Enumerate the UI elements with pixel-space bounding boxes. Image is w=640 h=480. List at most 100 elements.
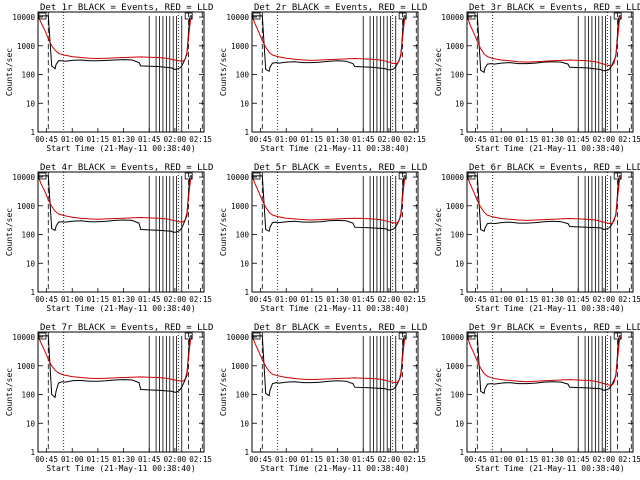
y-tick-label: 100 <box>235 231 249 240</box>
y-tick-label: 10000 <box>441 333 464 342</box>
y-tick-label: 10000 <box>226 13 249 22</box>
y-axis-label: Counts/sec <box>219 208 228 256</box>
panel-det-8: Det 8r BLACK = Events, RED = LLD 1 10 100 10… <box>219 323 427 473</box>
x-tick-label: 00:45 <box>35 135 58 144</box>
x-tick-label: 02:15 <box>189 455 212 464</box>
x-tick-label: 01:15 <box>301 455 324 464</box>
y-tick-label: 1 <box>244 288 249 297</box>
y-tick-label: 1000 <box>17 362 36 371</box>
x-axis-label: Start Time (21-May-11 00:38:40) <box>475 144 624 153</box>
top-box-marker <box>252 172 261 180</box>
x-tick-label: 01:30 <box>112 455 135 464</box>
y-tick-label: 1000 <box>446 362 465 371</box>
y-tick-label: 100 <box>21 231 35 240</box>
x-tick-label: 01:00 <box>275 455 298 464</box>
y-tick-label: 100 <box>450 231 464 240</box>
x-tick-label: 01:45 <box>352 455 375 464</box>
x-tick-label: 01:30 <box>326 135 349 144</box>
x-axis-label: Start Time (21-May-11 00:38:40) <box>46 304 195 313</box>
top-box-marker <box>38 172 47 180</box>
top-box-marker <box>613 172 622 180</box>
series-line-lld <box>466 175 622 225</box>
plot-frame <box>251 11 419 133</box>
y-tick-label: 100 <box>21 391 35 400</box>
y-axis-label: Counts/sec <box>5 368 14 416</box>
x-tick-label: 01:30 <box>112 135 135 144</box>
top-box-marker <box>184 172 193 180</box>
top-box-marker <box>613 12 622 20</box>
series-line-events <box>38 175 192 233</box>
top-box-marker <box>398 332 407 340</box>
y-tick-label: 1000 <box>231 362 250 371</box>
top-box-marker <box>252 12 261 20</box>
x-tick-label: 02:15 <box>189 295 212 304</box>
x-tick-label: 01:00 <box>61 295 84 304</box>
top-box-marker <box>467 172 476 180</box>
x-tick-label: 02:00 <box>378 295 401 304</box>
panel-title: Det 3r BLACK = Events, RED = LLD <box>469 3 640 13</box>
panel-det-1: Det 1r BLACK = Events, RED = LLD 1 10 100 10… <box>5 3 213 153</box>
panel-title: Det 9r BLACK = Events, RED = LLD <box>469 323 640 333</box>
x-tick-label: 01:15 <box>516 455 539 464</box>
y-tick-label: 1 <box>30 448 35 457</box>
y-tick-label: 10 <box>455 419 465 428</box>
panel-det-6: Det 6r BLACK = Events, RED = LLD 1 10 100 10… <box>434 163 640 313</box>
y-tick-label: 10000 <box>12 333 35 342</box>
plot-frame <box>466 11 634 133</box>
y-tick-label: 100 <box>450 71 464 80</box>
y-tick-label: 10 <box>26 99 36 108</box>
series-line-lld <box>251 15 407 65</box>
x-tick-label: 01:15 <box>87 455 110 464</box>
x-tick-label: 01:45 <box>567 135 590 144</box>
panel-det-2: Det 2r BLACK = Events, RED = LLD 1 10 100 10… <box>219 3 427 153</box>
plot-frame <box>466 171 634 293</box>
x-tick-label: 02:15 <box>618 455 640 464</box>
x-tick-label: 01:00 <box>275 135 298 144</box>
series-line-lld <box>251 175 407 224</box>
x-tick-label: 01:00 <box>61 135 84 144</box>
y-tick-label: 10 <box>240 99 250 108</box>
panel-det-7: Det 7r BLACK = Events, RED = LLD 1 10 100 10… <box>5 323 213 473</box>
x-tick-label: 01:30 <box>326 455 349 464</box>
y-tick-label: 10000 <box>441 173 464 182</box>
x-tick-label: 00:45 <box>35 295 58 304</box>
series-line-events <box>252 175 406 233</box>
y-tick-label: 100 <box>21 71 35 80</box>
x-tick-label: 02:15 <box>403 455 426 464</box>
panel-det-3: Det 3r BLACK = Events, RED = LLD 1 10 100 10… <box>434 3 640 153</box>
series-line-lld <box>466 15 622 67</box>
x-axis-label: Start Time (21-May-11 00:38:40) <box>475 464 624 473</box>
x-tick-label: 01:45 <box>352 295 375 304</box>
top-box-marker <box>184 12 193 20</box>
y-axis-label: Counts/sec <box>434 208 443 256</box>
series-line-lld <box>37 15 193 62</box>
x-tick-label: 01:15 <box>516 295 539 304</box>
y-axis-label: Counts/sec <box>219 368 228 416</box>
y-tick-label: 1 <box>244 128 249 137</box>
series-line-events <box>38 335 192 399</box>
top-box-marker <box>38 12 47 20</box>
x-tick-label: 02:00 <box>164 455 187 464</box>
x-axis-label: Start Time (21-May-11 00:38:40) <box>46 144 195 153</box>
x-tick-label: 02:15 <box>403 135 426 144</box>
x-tick-label: 01:45 <box>138 135 161 144</box>
y-tick-label: 10000 <box>226 173 249 182</box>
plot-frame <box>37 171 205 293</box>
y-tick-label: 1000 <box>17 42 36 51</box>
series-line-events <box>252 15 406 73</box>
x-tick-label: 02:00 <box>593 135 616 144</box>
x-tick-label: 00:45 <box>464 295 487 304</box>
panel-title: Det 8r BLACK = Events, RED = LLD <box>254 323 427 333</box>
y-tick-label: 10 <box>455 259 465 268</box>
x-tick-label: 01:00 <box>275 295 298 304</box>
top-box-marker <box>398 172 407 180</box>
x-axis-label: Start Time (21-May-11 00:38:40) <box>475 304 624 313</box>
x-tick-label: 02:15 <box>618 135 640 144</box>
y-tick-label: 1 <box>459 448 464 457</box>
series-line-events <box>467 15 621 74</box>
x-axis-label: Start Time (21-May-11 00:38:40) <box>260 144 409 153</box>
top-box-marker <box>467 332 476 340</box>
x-tick-label: 00:45 <box>464 455 487 464</box>
panel-title: Det 2r BLACK = Events, RED = LLD <box>254 3 427 13</box>
